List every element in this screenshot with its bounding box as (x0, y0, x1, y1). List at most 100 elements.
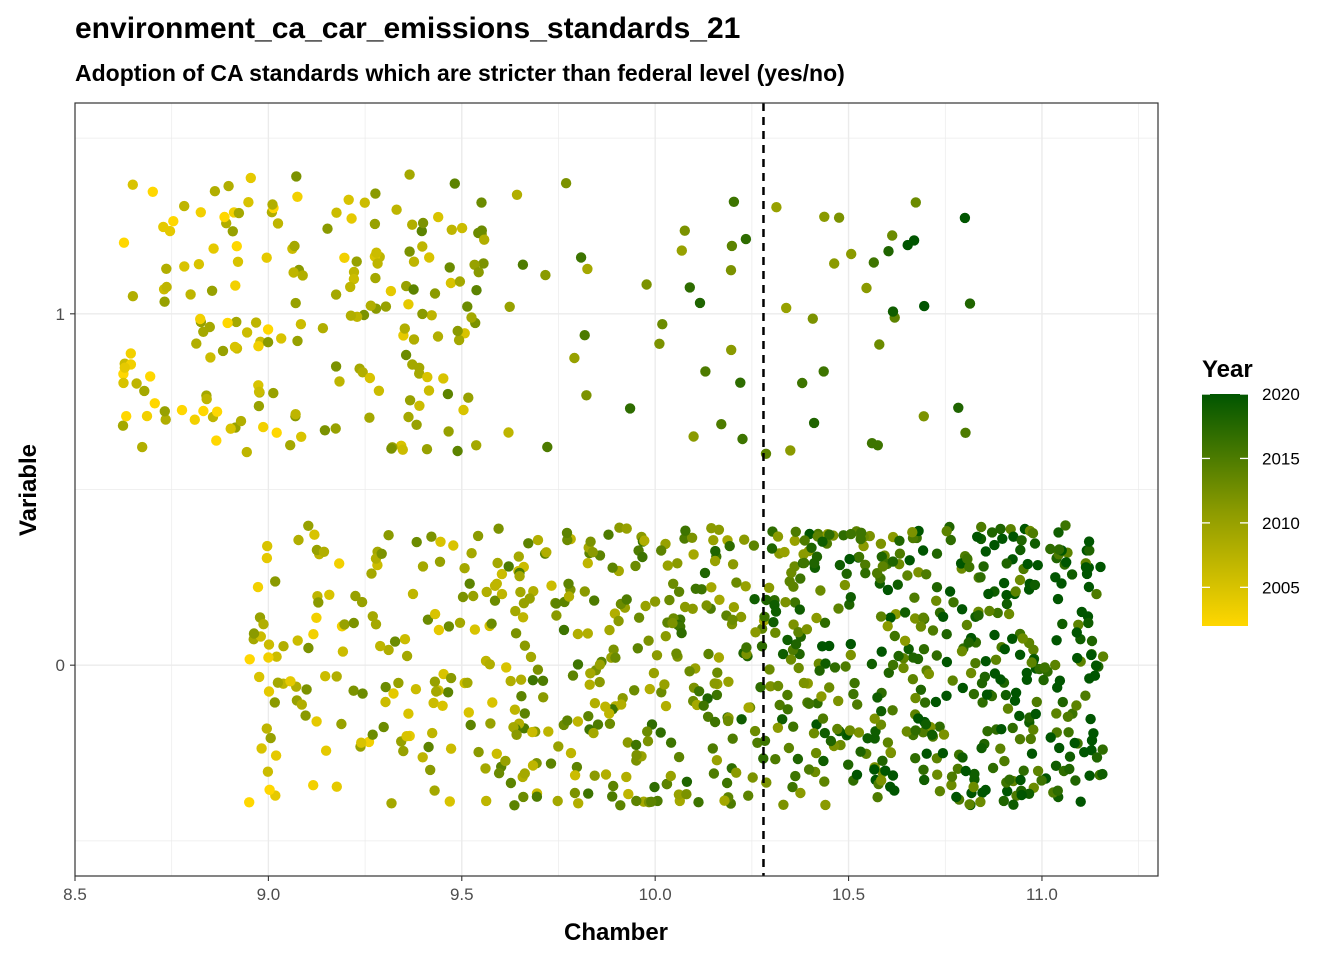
data-point (357, 688, 368, 699)
data-point (583, 788, 594, 799)
data-point (803, 764, 815, 775)
data-point (679, 533, 690, 544)
data-point (818, 366, 829, 377)
data-point (964, 799, 975, 810)
data-point (882, 584, 894, 596)
data-point (918, 764, 929, 775)
data-point (575, 252, 587, 263)
data-point (815, 585, 826, 596)
data-point (303, 520, 314, 531)
data-point (656, 687, 667, 698)
data-point (608, 780, 619, 792)
data-point (673, 751, 685, 763)
data-point (889, 785, 900, 796)
data-point (466, 312, 477, 323)
data-point (887, 770, 899, 781)
data-point (727, 614, 738, 625)
data-point (979, 671, 991, 682)
data-point (301, 684, 312, 695)
data-point (872, 692, 883, 703)
data-point (648, 667, 660, 679)
data-point (551, 598, 562, 609)
data-point (975, 572, 986, 583)
data-point (424, 252, 435, 263)
data-point (783, 742, 795, 754)
data-point (795, 787, 806, 799)
data-point (793, 662, 804, 674)
data-point (1084, 770, 1095, 781)
data-point (545, 758, 557, 769)
data-point (127, 291, 139, 302)
data-point (630, 739, 642, 751)
data-point (693, 686, 705, 697)
data-point (444, 262, 455, 273)
data-point (820, 658, 831, 669)
data-point (579, 586, 590, 597)
data-point (1032, 765, 1044, 777)
data-point (868, 257, 879, 268)
data-point (292, 635, 303, 646)
data-point (819, 727, 830, 739)
data-point (810, 747, 822, 759)
data-point (585, 536, 596, 547)
data-point (272, 677, 284, 688)
data-point (1045, 543, 1056, 555)
data-point (372, 258, 383, 269)
data-point (262, 540, 273, 552)
data-point (399, 634, 411, 645)
data-point (673, 789, 685, 800)
data-point (471, 285, 482, 296)
data-point (270, 576, 281, 587)
x-tick-label: 9.0 (257, 885, 281, 904)
data-point (903, 643, 914, 655)
plot-border (74, 102, 1159, 877)
data-point (230, 280, 241, 291)
data-point (824, 682, 835, 693)
data-point (921, 569, 932, 580)
data-point (780, 597, 791, 608)
data-point (633, 612, 645, 623)
data-point (551, 610, 562, 621)
data-point (1052, 785, 1064, 796)
data-point (185, 289, 196, 300)
data-point (726, 344, 737, 356)
data-point (937, 611, 949, 622)
data-point (668, 578, 679, 589)
data-point (204, 321, 215, 333)
data-point (869, 764, 880, 775)
data-point (383, 530, 394, 541)
data-point (962, 553, 973, 564)
y-tick-label: 0 (56, 656, 65, 675)
data-point (253, 386, 265, 397)
data-point (741, 642, 752, 653)
data-point (739, 534, 750, 545)
data-point (941, 526, 952, 537)
data-point (118, 237, 130, 248)
data-point (582, 558, 593, 569)
data-point (727, 559, 739, 570)
data-point (229, 341, 241, 353)
data-point (1002, 786, 1013, 797)
data-point (1039, 662, 1051, 673)
data-point (846, 248, 857, 260)
data-point (736, 714, 747, 725)
data-point (404, 246, 415, 257)
data-point (369, 218, 381, 230)
data-point (643, 635, 654, 646)
data-point (496, 588, 508, 600)
data-point (819, 776, 830, 787)
data-point (473, 267, 484, 278)
data-point (787, 781, 798, 793)
data-point (227, 226, 238, 237)
data-point (861, 282, 872, 294)
data-point (758, 753, 769, 764)
data-point (473, 227, 484, 239)
data-point (630, 560, 641, 572)
data-point (711, 689, 723, 701)
data-point (956, 604, 968, 615)
data-point (159, 296, 170, 307)
data-point (444, 796, 455, 807)
data-point (735, 377, 746, 388)
data-point (946, 771, 958, 782)
data-point (716, 419, 727, 430)
